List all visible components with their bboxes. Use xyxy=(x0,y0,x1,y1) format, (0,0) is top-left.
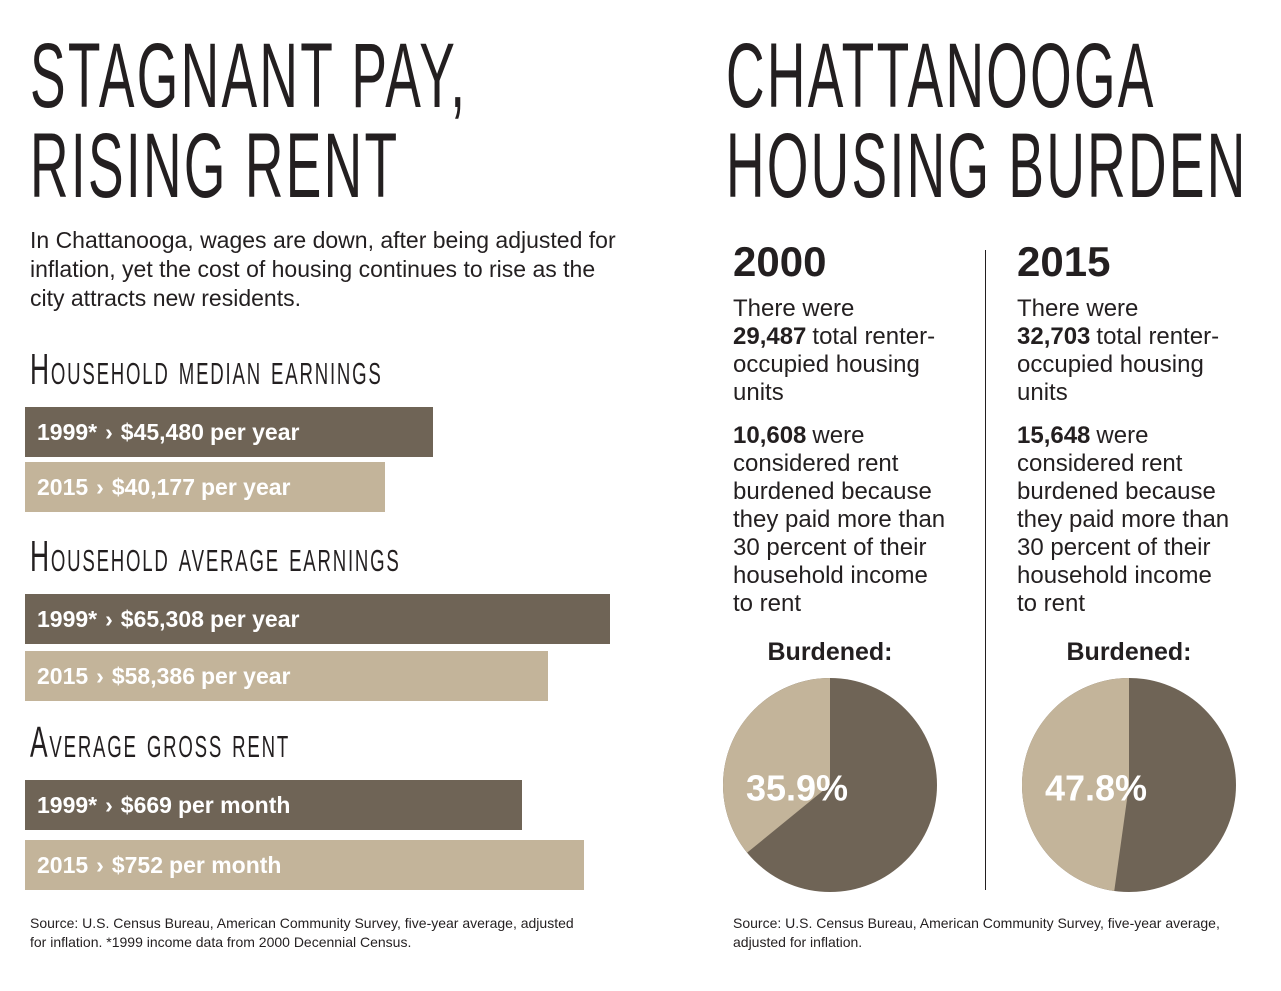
pie-slice xyxy=(723,678,830,853)
bar-unit: per year xyxy=(200,474,291,500)
bar-category: 2015 xyxy=(37,852,89,878)
burdened-text: were considered rent burdened because th… xyxy=(733,422,946,617)
units-paragraph: There were 32,703 total renter-occupied ho… xyxy=(1017,295,1235,407)
pie-title: Burdened: xyxy=(1066,638,1192,666)
pie-value-label: 35.9% xyxy=(746,768,848,809)
bar-value-label: $669 xyxy=(120,792,172,818)
left-title-line: RISING RENT xyxy=(30,115,400,217)
intro-text: There were xyxy=(1017,295,1139,322)
bar-unit: per month xyxy=(169,852,282,878)
bar-category: 1999* xyxy=(37,606,98,632)
year-heading: 2015 xyxy=(1017,238,1111,285)
units-text: total renter-occupied housing units xyxy=(733,323,936,406)
units-text: total renter-occupied housing units xyxy=(1017,323,1220,406)
right-title-line: HOUSING BURDEN xyxy=(726,115,1248,217)
bar-category: 1999* xyxy=(37,792,98,818)
left-title-line: STAGNANT PAY, xyxy=(30,25,468,127)
bar-separator: › xyxy=(96,852,104,878)
bar-value-label: $40,177 xyxy=(111,474,195,500)
intro-text: There were xyxy=(733,295,855,322)
bar-separator: › xyxy=(96,474,104,500)
pie-title: Burdened: xyxy=(767,638,893,666)
burden-paragraph: 15,648 were considered rent burdened beca… xyxy=(1017,422,1235,618)
bar-separator: › xyxy=(96,663,104,689)
bar-separator: › xyxy=(105,419,113,445)
bar: 2015 › $40,177 per year xyxy=(25,462,385,512)
units-paragraph: There were 29,487 total renter-occupied ho… xyxy=(733,295,951,407)
units-count: 32,703 xyxy=(1017,323,1091,350)
bar: 2015 › $752 per month xyxy=(25,840,584,890)
bar-value-label: $58,386 xyxy=(111,663,195,689)
bar-unit: per year xyxy=(209,419,300,445)
source-note: Source: U.S. Census Bureau, American Com… xyxy=(30,915,574,950)
bar-value-label: $45,480 xyxy=(120,419,204,445)
units-count: 29,487 xyxy=(733,323,807,350)
bar: 1999* › $669 per month xyxy=(25,780,523,830)
bar-category: 2015 xyxy=(37,663,89,689)
pie-slice xyxy=(1021,678,1129,891)
bar-category: 2015 xyxy=(37,474,89,500)
source-note: Source: U.S. Census Bureau, American Com… xyxy=(733,915,1220,950)
bar-value-label: $65,308 xyxy=(120,606,204,632)
right-title-line: CHATTANOOGA xyxy=(726,25,1156,127)
divider xyxy=(985,250,986,890)
burden-paragraph: 10,608 were considered rent burdened beca… xyxy=(733,422,951,618)
burdened-count: 15,648 xyxy=(1017,422,1091,449)
bar-unit: per year xyxy=(200,663,291,689)
bar-category: 1999* xyxy=(37,419,98,445)
bar-unit: per year xyxy=(209,606,300,632)
bar-separator: › xyxy=(105,606,113,632)
year-heading: 2000 xyxy=(733,238,827,285)
bar-value-label: $752 xyxy=(111,852,164,878)
bar-separator: › xyxy=(105,792,113,818)
section-heading: Household median earnings xyxy=(30,345,383,394)
pie-value-label: 47.8% xyxy=(1045,768,1147,809)
bar: 1999* › $65,308 per year xyxy=(25,594,611,644)
burdened-text: were considered rent burdened because th… xyxy=(1017,422,1230,617)
section-heading: Household average earnings xyxy=(30,532,401,581)
bar: 2015 › $58,386 per year xyxy=(25,651,549,701)
bar: 1999* › $45,480 per year xyxy=(25,407,433,457)
intro-text: In Chattanooga, wages are down, after be… xyxy=(30,227,616,311)
section-heading: Average gross rent xyxy=(30,718,291,767)
burdened-count: 10,608 xyxy=(733,422,807,449)
bar-unit: per month xyxy=(177,792,291,818)
